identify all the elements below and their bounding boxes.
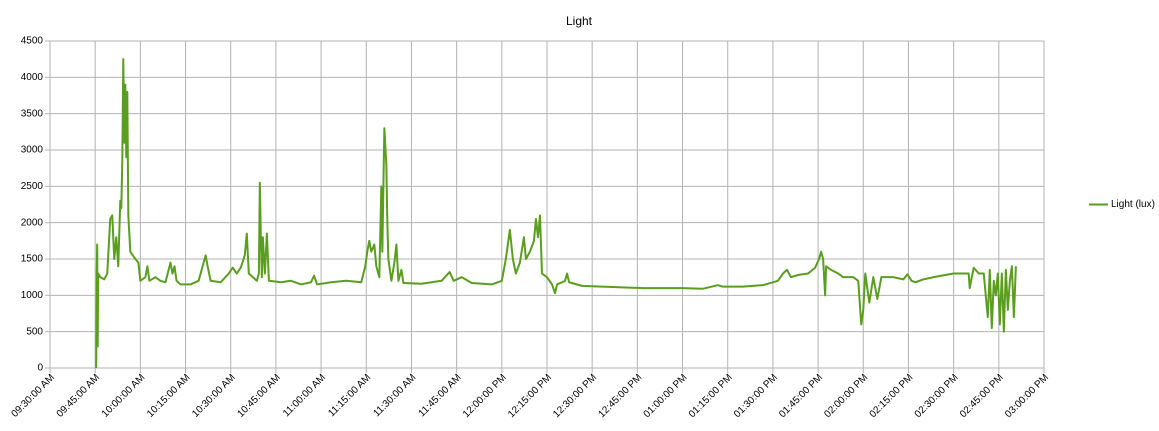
x-tick-label: 01:30:00 PM: [732, 372, 780, 420]
x-tick-label: 11:00:00 AM: [281, 372, 328, 419]
legend-label: Light (lux): [1111, 199, 1155, 210]
y-tick-label: 500: [26, 326, 43, 337]
y-tick-label: 3500: [21, 108, 44, 119]
data-line: [95, 58, 1017, 369]
x-tick-label: 12:15:00 PM: [506, 372, 554, 420]
y-tick-label: 1500: [21, 254, 44, 265]
y-tick-label: 2000: [21, 217, 44, 228]
x-tick-label: 11:15:00 AM: [326, 372, 373, 419]
y-tick-label: 1000: [21, 290, 44, 301]
x-tick-label: 12:30:00 PM: [551, 372, 599, 420]
y-tick-label: 0: [37, 363, 43, 374]
x-tick-label: 03:00:00 PM: [1003, 372, 1051, 420]
x-tick-label: 10:15:00 AM: [145, 372, 192, 419]
x-tick-label: 02:45:00 PM: [958, 372, 1006, 420]
x-tick-label: 09:30:00 AM: [10, 372, 57, 419]
x-tick-label: 11:45:00 AM: [417, 372, 464, 419]
x-tick-label: 10:30:00 AM: [190, 372, 237, 419]
x-tick-label: 02:15:00 PM: [868, 372, 916, 420]
x-tick-label: 12:45:00 PM: [596, 372, 644, 420]
y-tick-label: 4500: [21, 36, 44, 47]
x-tick-label: 02:00:00 PM: [822, 372, 870, 420]
x-tick-label: 10:45:00 AM: [235, 372, 282, 419]
x-tick-label: 11:30:00 AM: [371, 372, 418, 419]
x-tick-label: 12:00:00 PM: [461, 372, 509, 420]
chart-title: Light: [566, 14, 593, 28]
x-tick-label: 09:45:00 AM: [55, 372, 102, 419]
x-tick-label: 02:30:00 PM: [913, 372, 961, 420]
x-tick-label: 01:00:00 PM: [642, 372, 690, 420]
x-tick-label: 01:45:00 PM: [777, 372, 825, 420]
y-tick-label: 4000: [21, 72, 44, 83]
x-tick-label: 01:15:00 PM: [687, 372, 735, 420]
x-tick-label: 10:00:00 AM: [100, 372, 147, 419]
y-tick-label: 2500: [21, 181, 44, 192]
y-tick-label: 3000: [21, 145, 44, 156]
